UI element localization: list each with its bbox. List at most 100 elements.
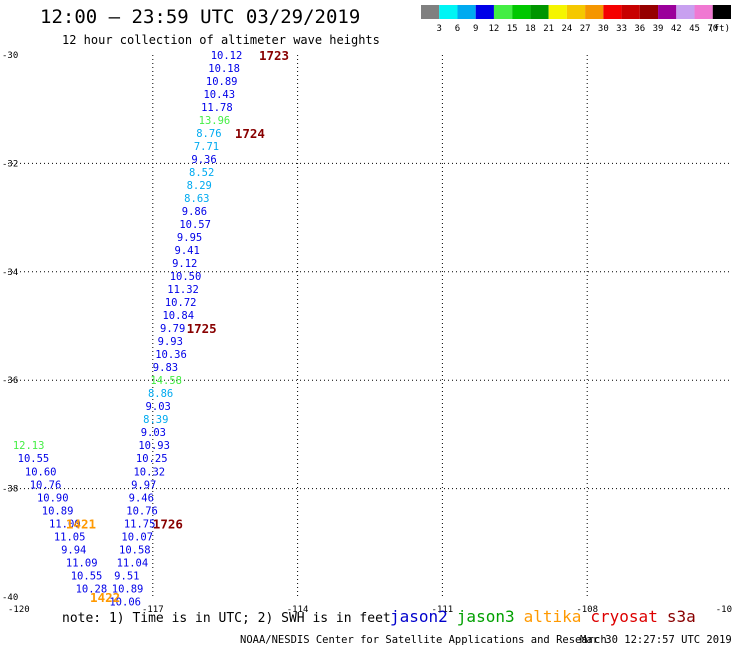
color-scale-label: 36	[634, 24, 645, 34]
wave-height-label: 9.46	[129, 492, 154, 504]
chart-subtitle: 12 hour collection of altimeter wave hei…	[62, 33, 380, 47]
color-scale-legend: 3 6 9 12 15 18 21 24 27 30 33 36 39 42 45 70(ft)	[421, 5, 731, 34]
color-scale-label: 42	[671, 24, 682, 34]
color-scale-label: 9	[473, 24, 478, 34]
color-scale-label: 45	[689, 24, 700, 34]
wave-height-label: 8.52	[189, 167, 214, 179]
satellite-name-altika: altika	[523, 607, 582, 626]
time-labels: 1723 1724 1725 1726 1421 1422	[66, 48, 289, 605]
time-label: 1726	[153, 516, 183, 531]
color-scale-label: 39	[653, 24, 664, 34]
color-scale-label: 24	[561, 24, 572, 34]
wave-height-label: 11.00	[49, 518, 81, 530]
color-scale-label: 70	[707, 24, 718, 34]
x-tick-label: -117	[142, 605, 164, 615]
wave-height-label: 9.83	[153, 362, 178, 374]
y-tick-label: -34	[2, 268, 18, 278]
color-scale-swatch	[694, 5, 713, 19]
wave-height-label: 10.12	[211, 50, 243, 62]
color-scale-swatch	[457, 5, 476, 19]
wave-height-label: 10.18	[208, 63, 240, 75]
color-scale-swatch	[603, 5, 622, 19]
color-scale-swatch	[421, 5, 440, 19]
wave-height-label: 10.25	[136, 453, 168, 465]
wave-height-label: 14.58	[150, 375, 182, 387]
wave-height-label: 9.41	[175, 245, 200, 257]
wave-height-label: 10.84	[162, 310, 194, 322]
wave-height-label: 8.29	[187, 180, 212, 192]
color-scale-label: 30	[598, 24, 609, 34]
y-tick-label: -32	[2, 159, 18, 169]
time-label: 1421	[66, 516, 96, 531]
wave-height-label: 8.86	[148, 388, 173, 400]
x-tick-label: -114	[287, 605, 309, 615]
wave-height-label: 10.07	[121, 531, 153, 543]
wave-height-label: 10.55	[18, 453, 50, 465]
wave-height-label: 11.09	[66, 557, 98, 569]
wave-height-label: 9.94	[61, 544, 86, 556]
time-label: 1723	[259, 48, 289, 63]
wave-height-label: 10.36	[155, 349, 187, 361]
color-scale-swatch	[530, 5, 549, 19]
color-scale-swatch	[566, 5, 586, 19]
chart-title: 12:00 – 23:59 UTC 03/29/2019	[40, 6, 361, 28]
credit-line: NOAA/NESDIS Center for Satellite Applica…	[240, 634, 607, 646]
time-label: 1725	[187, 321, 217, 336]
wave-height-label: 9.95	[177, 232, 202, 244]
satellite-name-jason3: jason3	[456, 607, 515, 626]
color-scale-label: 18	[525, 24, 536, 34]
wave-height-label: 10.93	[138, 440, 170, 452]
color-scale-swatch	[639, 5, 659, 19]
x-tick-label: -10	[716, 605, 732, 615]
wave-height-label: 10.89	[42, 505, 74, 517]
wave-height-label: 9.79	[160, 323, 185, 335]
wave-height-label: 9.03	[141, 427, 166, 439]
footnote: note: 1) Time is in UTC; 2) SWH is in fe…	[62, 611, 391, 626]
wave-height-label: 10.90	[37, 492, 69, 504]
wave-height-label: 13.96	[199, 115, 231, 127]
wave-height-label: 10.32	[133, 466, 165, 478]
wave-height-label: 10.28	[76, 583, 108, 595]
wave-height-label: 11.04	[117, 557, 149, 569]
wave-height-label: 11.78	[201, 102, 233, 114]
y-tick-label: -30	[2, 51, 18, 61]
generation-timestamp: Mar 30 12:27:57 UTC 2019	[580, 634, 732, 646]
y-tick-label: -36	[2, 376, 18, 386]
wave-height-label: 9.03	[146, 401, 171, 413]
wave-height-label: 10.55	[71, 570, 103, 582]
wave-height-label: 10.72	[165, 297, 197, 309]
color-scale-swatch	[621, 5, 640, 19]
wave-height-label: 10.57	[179, 219, 211, 231]
wave-height-label: 8.63	[184, 193, 209, 205]
x-tick-label: -120	[8, 605, 30, 615]
wave-height-label: 12.13	[13, 440, 45, 452]
time-label: 1422	[90, 590, 120, 605]
wave-height-label: 10.76	[30, 479, 62, 491]
color-scale-label: 21	[543, 24, 554, 34]
x-tick-label: -108	[576, 605, 598, 615]
x-tick-label: -111	[432, 605, 454, 615]
color-scale-swatch	[493, 5, 513, 19]
satellite-legend: jason2 jason3 altika cryosat s3a	[390, 607, 705, 626]
wave-height-label: 10.43	[203, 89, 235, 101]
color-scale-swatch	[658, 5, 677, 19]
wave-height-label: 11.32	[167, 284, 199, 296]
color-scale-label: 33	[616, 24, 627, 34]
wave-height-label: 9.12	[172, 258, 197, 270]
wave-height-label: 11.05	[54, 531, 86, 543]
wave-height-label: 10.89	[112, 583, 144, 595]
color-scale-swatch	[475, 5, 494, 19]
satellite-name-jason2: jason2	[390, 607, 448, 626]
color-scale-label: 12	[489, 24, 500, 34]
color-scale-label: 3	[437, 24, 442, 34]
color-scale-swatch	[712, 5, 731, 19]
wave-height-label: 8.76	[196, 128, 221, 140]
wave-height-label: 10.60	[25, 466, 57, 478]
time-label: 1724	[235, 126, 265, 141]
color-scale-swatch	[676, 5, 695, 19]
y-tick-label: -40	[2, 593, 18, 603]
wave-height-label: 9.51	[114, 570, 139, 582]
axis-tick-labels: -120 -117 -114 -111 -108 -10 -30 -32 -34 -36 -38 -4…	[2, 51, 732, 615]
satellite-name-s3a: s3a	[666, 607, 696, 626]
